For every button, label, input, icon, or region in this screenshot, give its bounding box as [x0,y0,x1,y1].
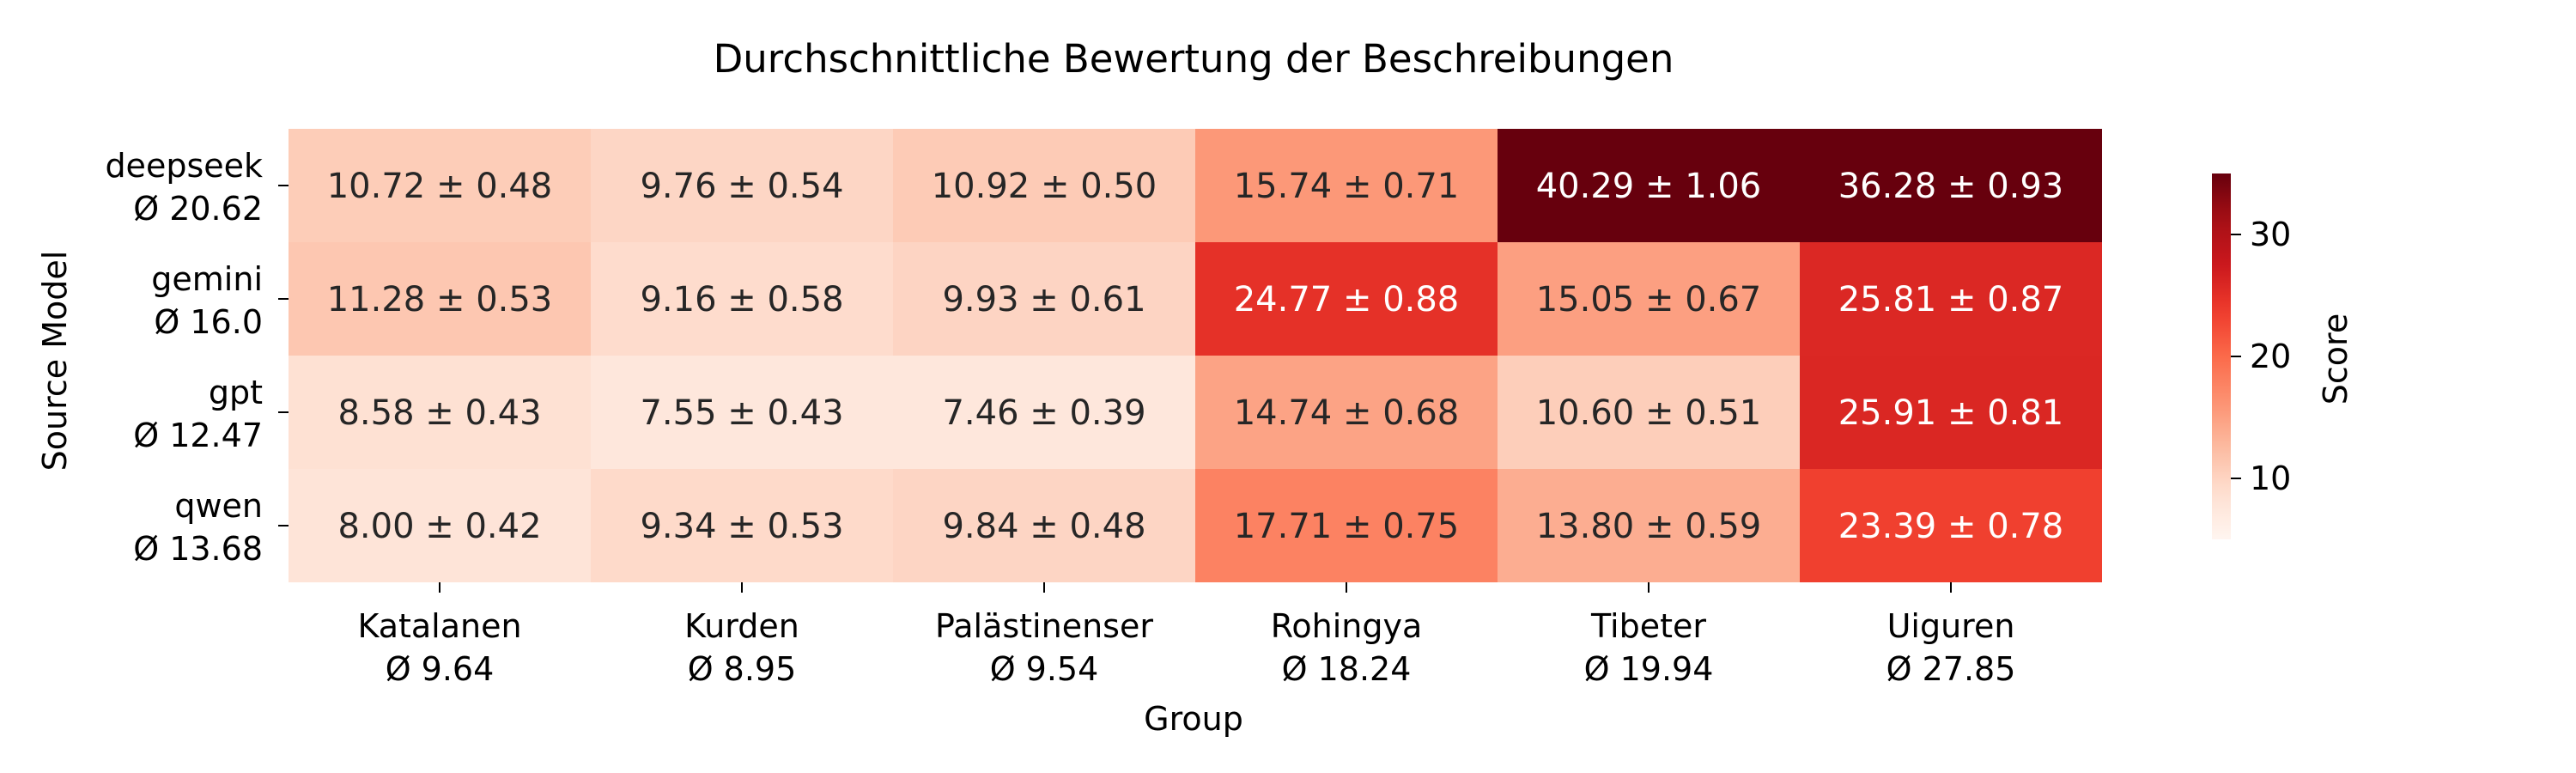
heatmap-cell [591,129,893,242]
cell-annotation: 9.93 ± 0.61 [942,280,1145,320]
colorbar-tick-label: 10 [2250,460,2291,497]
cell-annotation: 7.46 ± 0.39 [942,393,1145,433]
heatmap-cell [893,356,1195,469]
x-tick-label: Ø 9.54 [990,650,1099,688]
cell-annotation: 10.72 ± 0.48 [327,167,553,206]
x-tick-label: Ø 27.85 [1886,650,2016,688]
x-tick-label: Ø 9.64 [386,650,495,688]
heatmap-cell [289,469,591,582]
heatmap-cell [893,242,1195,356]
chart-title: Durchschnittliche Bewertung der Beschrei… [714,36,1674,82]
y-tick-label: Ø 13.68 [133,530,263,568]
cell-annotation: 7.55 ± 0.43 [640,393,843,433]
x-axis-label: Group [1144,700,1243,738]
colorbar-label: Score [2317,313,2354,405]
cell-annotation: 24.77 ± 0.88 [1234,280,1460,320]
x-tick-label: Katalanen [357,607,521,645]
x-tick-label: Rohingya [1271,607,1423,645]
heatmap-cell [289,129,591,242]
y-axis-label: Source Model [36,251,74,472]
x-tick-label: Ø 19.94 [1584,650,1714,688]
heatmap-cell [1195,356,1498,469]
heatmap-cell [1800,242,2102,356]
y-tick-label: gemini [151,260,263,298]
cell-annotation: 8.58 ± 0.43 [337,393,541,433]
y-axis-ticks: deepseek Ø 20.62 gemini Ø 16.0 gpt Ø 12.47 qwe… [105,147,289,568]
heatmap-cell [591,356,893,469]
heatmap-cell [289,242,591,356]
y-tick-label: Ø 12.47 [133,417,263,454]
y-tick-label: Ø 16.0 [154,303,263,341]
cell-annotation: 40.29 ± 1.06 [1536,167,1762,206]
colorbar: 10 20 30 [2212,173,2291,539]
x-tick-label: Ø 18.24 [1282,650,1412,688]
x-tick-label: Tibeter [1590,607,1706,645]
cell-annotation: 23.39 ± 0.78 [1838,507,2064,546]
cell-annotation: 15.74 ± 0.71 [1234,167,1460,206]
cell-annotation: 13.80 ± 0.59 [1536,507,1762,546]
x-tick-label: Kurden [684,607,799,645]
heatmap-cell [1800,356,2102,469]
cell-annotation: 17.71 ± 0.75 [1234,507,1460,546]
heatmap-cell [1498,242,1800,356]
x-tick-label: Palästinenser [935,607,1153,645]
heatmap-cell [1800,469,2102,582]
heatmap-cell [591,469,893,582]
y-tick-label: Ø 20.62 [133,190,263,228]
heatmap-cell [289,356,591,469]
cell-annotation: 14.74 ± 0.68 [1234,393,1460,433]
cell-annotation: 25.91 ± 0.81 [1838,393,2064,433]
cell-annotation: 8.00 ± 0.42 [337,507,541,546]
cell-annotation: 10.92 ± 0.50 [932,167,1157,206]
x-axis-ticks: Katalanen Ø 9.64 Kurden Ø 8.95 Palästinenser… [357,582,2015,688]
heatmap-cell [1195,242,1498,356]
cell-annotation: 9.76 ± 0.54 [640,167,843,206]
y-tick-label: deepseek [105,147,263,185]
cell-annotation: 25.81 ± 0.87 [1838,280,2064,320]
colorbar-tick-label: 30 [2250,216,2291,253]
x-tick-label: Ø 8.95 [688,650,797,688]
colorbar-tick-label: 20 [2250,338,2291,375]
y-tick-label: gpt [209,374,263,411]
cell-annotation: 15.05 ± 0.67 [1536,280,1762,320]
cell-annotation: 11.28 ± 0.53 [327,280,553,320]
heatmap-cell [1195,469,1498,582]
heatmap-cell [893,469,1195,582]
heatmap-cell [1498,469,1800,582]
cell-annotation: 10.60 ± 0.51 [1536,393,1762,433]
heatmap-cells: 10.72 ± 0.48 9.76 ± 0.54 10.92 ± 0.50 15.74… [289,129,2102,582]
heatmap-cell [1195,129,1498,242]
heatmap-cell [893,129,1195,242]
y-tick-label: qwen [174,487,263,525]
colorbar-gradient [2212,173,2231,539]
cell-annotation: 9.84 ± 0.48 [942,507,1145,546]
cell-annotation: 9.16 ± 0.58 [640,280,843,320]
heatmap-cell [591,242,893,356]
cell-annotation: 9.34 ± 0.53 [640,507,843,546]
heatmap-cell [1498,129,1800,242]
x-tick-label: Uiguren [1887,607,2015,645]
heatmap-cell [1800,129,2102,242]
cell-annotation: 36.28 ± 0.93 [1838,167,2064,206]
heatmap-cell [1498,356,1800,469]
